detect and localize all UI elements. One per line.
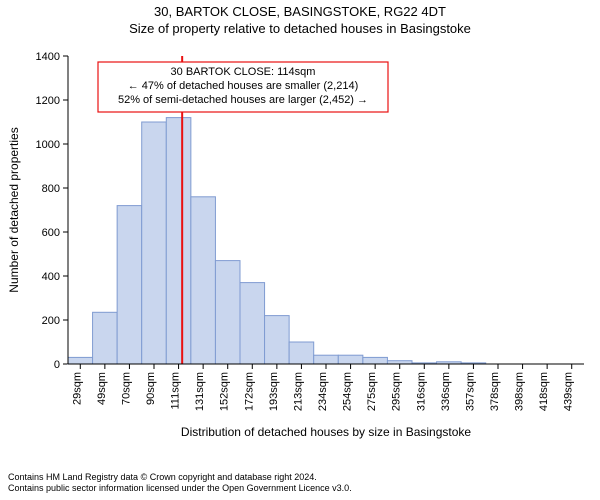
- x-axis-label: Distribution of detached houses by size …: [181, 425, 471, 439]
- svg-text:800: 800: [42, 183, 60, 195]
- svg-text:1000: 1000: [36, 139, 60, 151]
- svg-text:1400: 1400: [36, 51, 60, 63]
- histogram-bar: [93, 312, 118, 364]
- svg-text:111sqm: 111sqm: [170, 372, 182, 410]
- svg-text:254sqm: 254sqm: [342, 372, 354, 411]
- svg-text:400: 400: [42, 271, 60, 283]
- histogram-bar: [265, 315, 290, 363]
- histogram-bar: [142, 122, 167, 364]
- annotation-line: 52% of semi-detached houses are larger (…: [118, 94, 368, 106]
- svg-text:213sqm: 213sqm: [292, 372, 304, 411]
- histogram-bar: [117, 205, 142, 363]
- histogram-chart: 0 200 400 600 800 1000 1200 1400 29sqm 49sqm 70sqm…: [0, 38, 600, 468]
- svg-text:357sqm: 357sqm: [464, 372, 476, 411]
- svg-text:398sqm: 398sqm: [514, 372, 526, 411]
- annotation-line: 30 BARTOK CLOSE: 114sqm: [171, 66, 316, 78]
- svg-text:193sqm: 193sqm: [268, 372, 280, 411]
- histogram-bar: [68, 357, 93, 364]
- svg-text:70sqm: 70sqm: [120, 372, 132, 405]
- svg-text:275sqm: 275sqm: [366, 372, 378, 411]
- histogram-bar: [289, 342, 314, 364]
- chart-title-line2: Size of property relative to detached ho…: [0, 21, 600, 38]
- histogram-bar: [166, 117, 191, 363]
- histogram-bar: [338, 355, 363, 364]
- y-axis-label: Number of detached properties: [7, 127, 21, 292]
- svg-text:200: 200: [42, 315, 60, 327]
- svg-text:439sqm: 439sqm: [563, 372, 575, 411]
- annotation-line: ← 47% of detached houses are smaller (2,…: [128, 80, 359, 92]
- histogram-bar: [191, 197, 216, 364]
- histogram-bar: [363, 357, 388, 364]
- svg-text:295sqm: 295sqm: [391, 372, 403, 411]
- svg-text:336sqm: 336sqm: [440, 372, 452, 411]
- histogram-bar: [215, 260, 240, 363]
- svg-text:600: 600: [42, 227, 60, 239]
- chart-title-line1: 30, BARTOK CLOSE, BASINGSTOKE, RG22 4DT: [0, 0, 600, 21]
- svg-text:152sqm: 152sqm: [219, 372, 231, 411]
- histogram-bar: [240, 282, 265, 363]
- svg-text:90sqm: 90sqm: [145, 372, 157, 405]
- svg-text:1200: 1200: [36, 95, 60, 107]
- svg-text:316sqm: 316sqm: [415, 372, 427, 411]
- svg-text:0: 0: [54, 359, 60, 371]
- svg-text:49sqm: 49sqm: [96, 372, 108, 405]
- chart-svg: 0 200 400 600 800 1000 1200 1400 29sqm 49sqm 70sqm…: [0, 38, 600, 468]
- footer-line2: Contains public sector information licen…: [8, 483, 592, 494]
- svg-text:378sqm: 378sqm: [489, 372, 501, 411]
- svg-text:418sqm: 418sqm: [538, 372, 550, 411]
- svg-text:234sqm: 234sqm: [317, 372, 329, 411]
- svg-text:131sqm: 131sqm: [194, 372, 206, 411]
- histogram-bar: [314, 355, 339, 364]
- svg-text:172sqm: 172sqm: [243, 372, 255, 411]
- footer-line1: Contains HM Land Registry data © Crown c…: [8, 472, 592, 483]
- footer-attribution: Contains HM Land Registry data © Crown c…: [0, 468, 600, 495]
- svg-text:29sqm: 29sqm: [71, 372, 83, 405]
